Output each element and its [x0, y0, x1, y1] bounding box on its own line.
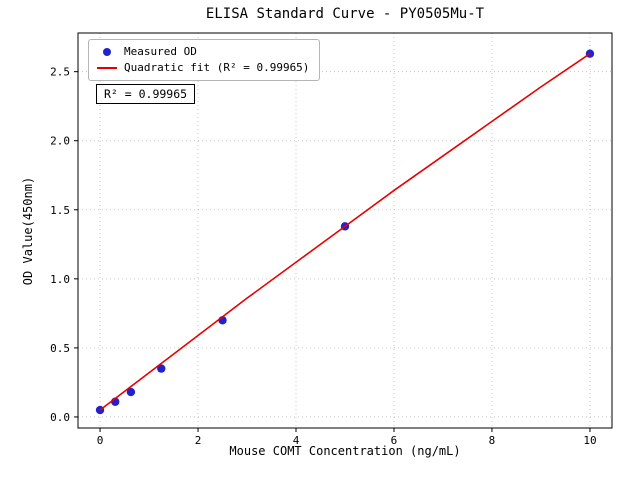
svg-text:4: 4: [293, 434, 300, 447]
svg-text:8: 8: [489, 434, 496, 447]
legend-item-quadratic-fit: Quadratic fit (R² = 0.99965): [97, 60, 309, 76]
legend-item-measured-od: Measured OD: [97, 44, 309, 60]
scatter-marker-icon: [103, 48, 111, 56]
svg-text:2.0: 2.0: [50, 135, 70, 148]
svg-text:2.5: 2.5: [50, 66, 70, 79]
r-squared-annotation: R² = 0.99965: [96, 84, 196, 104]
svg-text:1.0: 1.0: [50, 273, 70, 286]
svg-text:6: 6: [391, 434, 398, 447]
chart-title: ELISA Standard Curve - PY0505Mu-T: [205, 6, 485, 22]
x-axis-label: Mouse COMT Concentration (ng/mL): [229, 444, 461, 458]
svg-text:2: 2: [195, 434, 202, 447]
svg-text:1.5: 1.5: [50, 204, 70, 217]
svg-text:0.5: 0.5: [50, 342, 70, 355]
svg-text:0.0: 0.0: [50, 411, 70, 424]
legend: Measured OD Quadratic fit (R² = 0.99965): [88, 39, 321, 81]
legend-label-measured-od: Measured OD: [124, 45, 197, 58]
legend-label-quadratic-fit: Quadratic fit (R² = 0.99965): [124, 61, 310, 74]
svg-text:0: 0: [97, 434, 104, 447]
line-marker-icon: [97, 67, 117, 69]
svg-text:10: 10: [583, 434, 596, 447]
